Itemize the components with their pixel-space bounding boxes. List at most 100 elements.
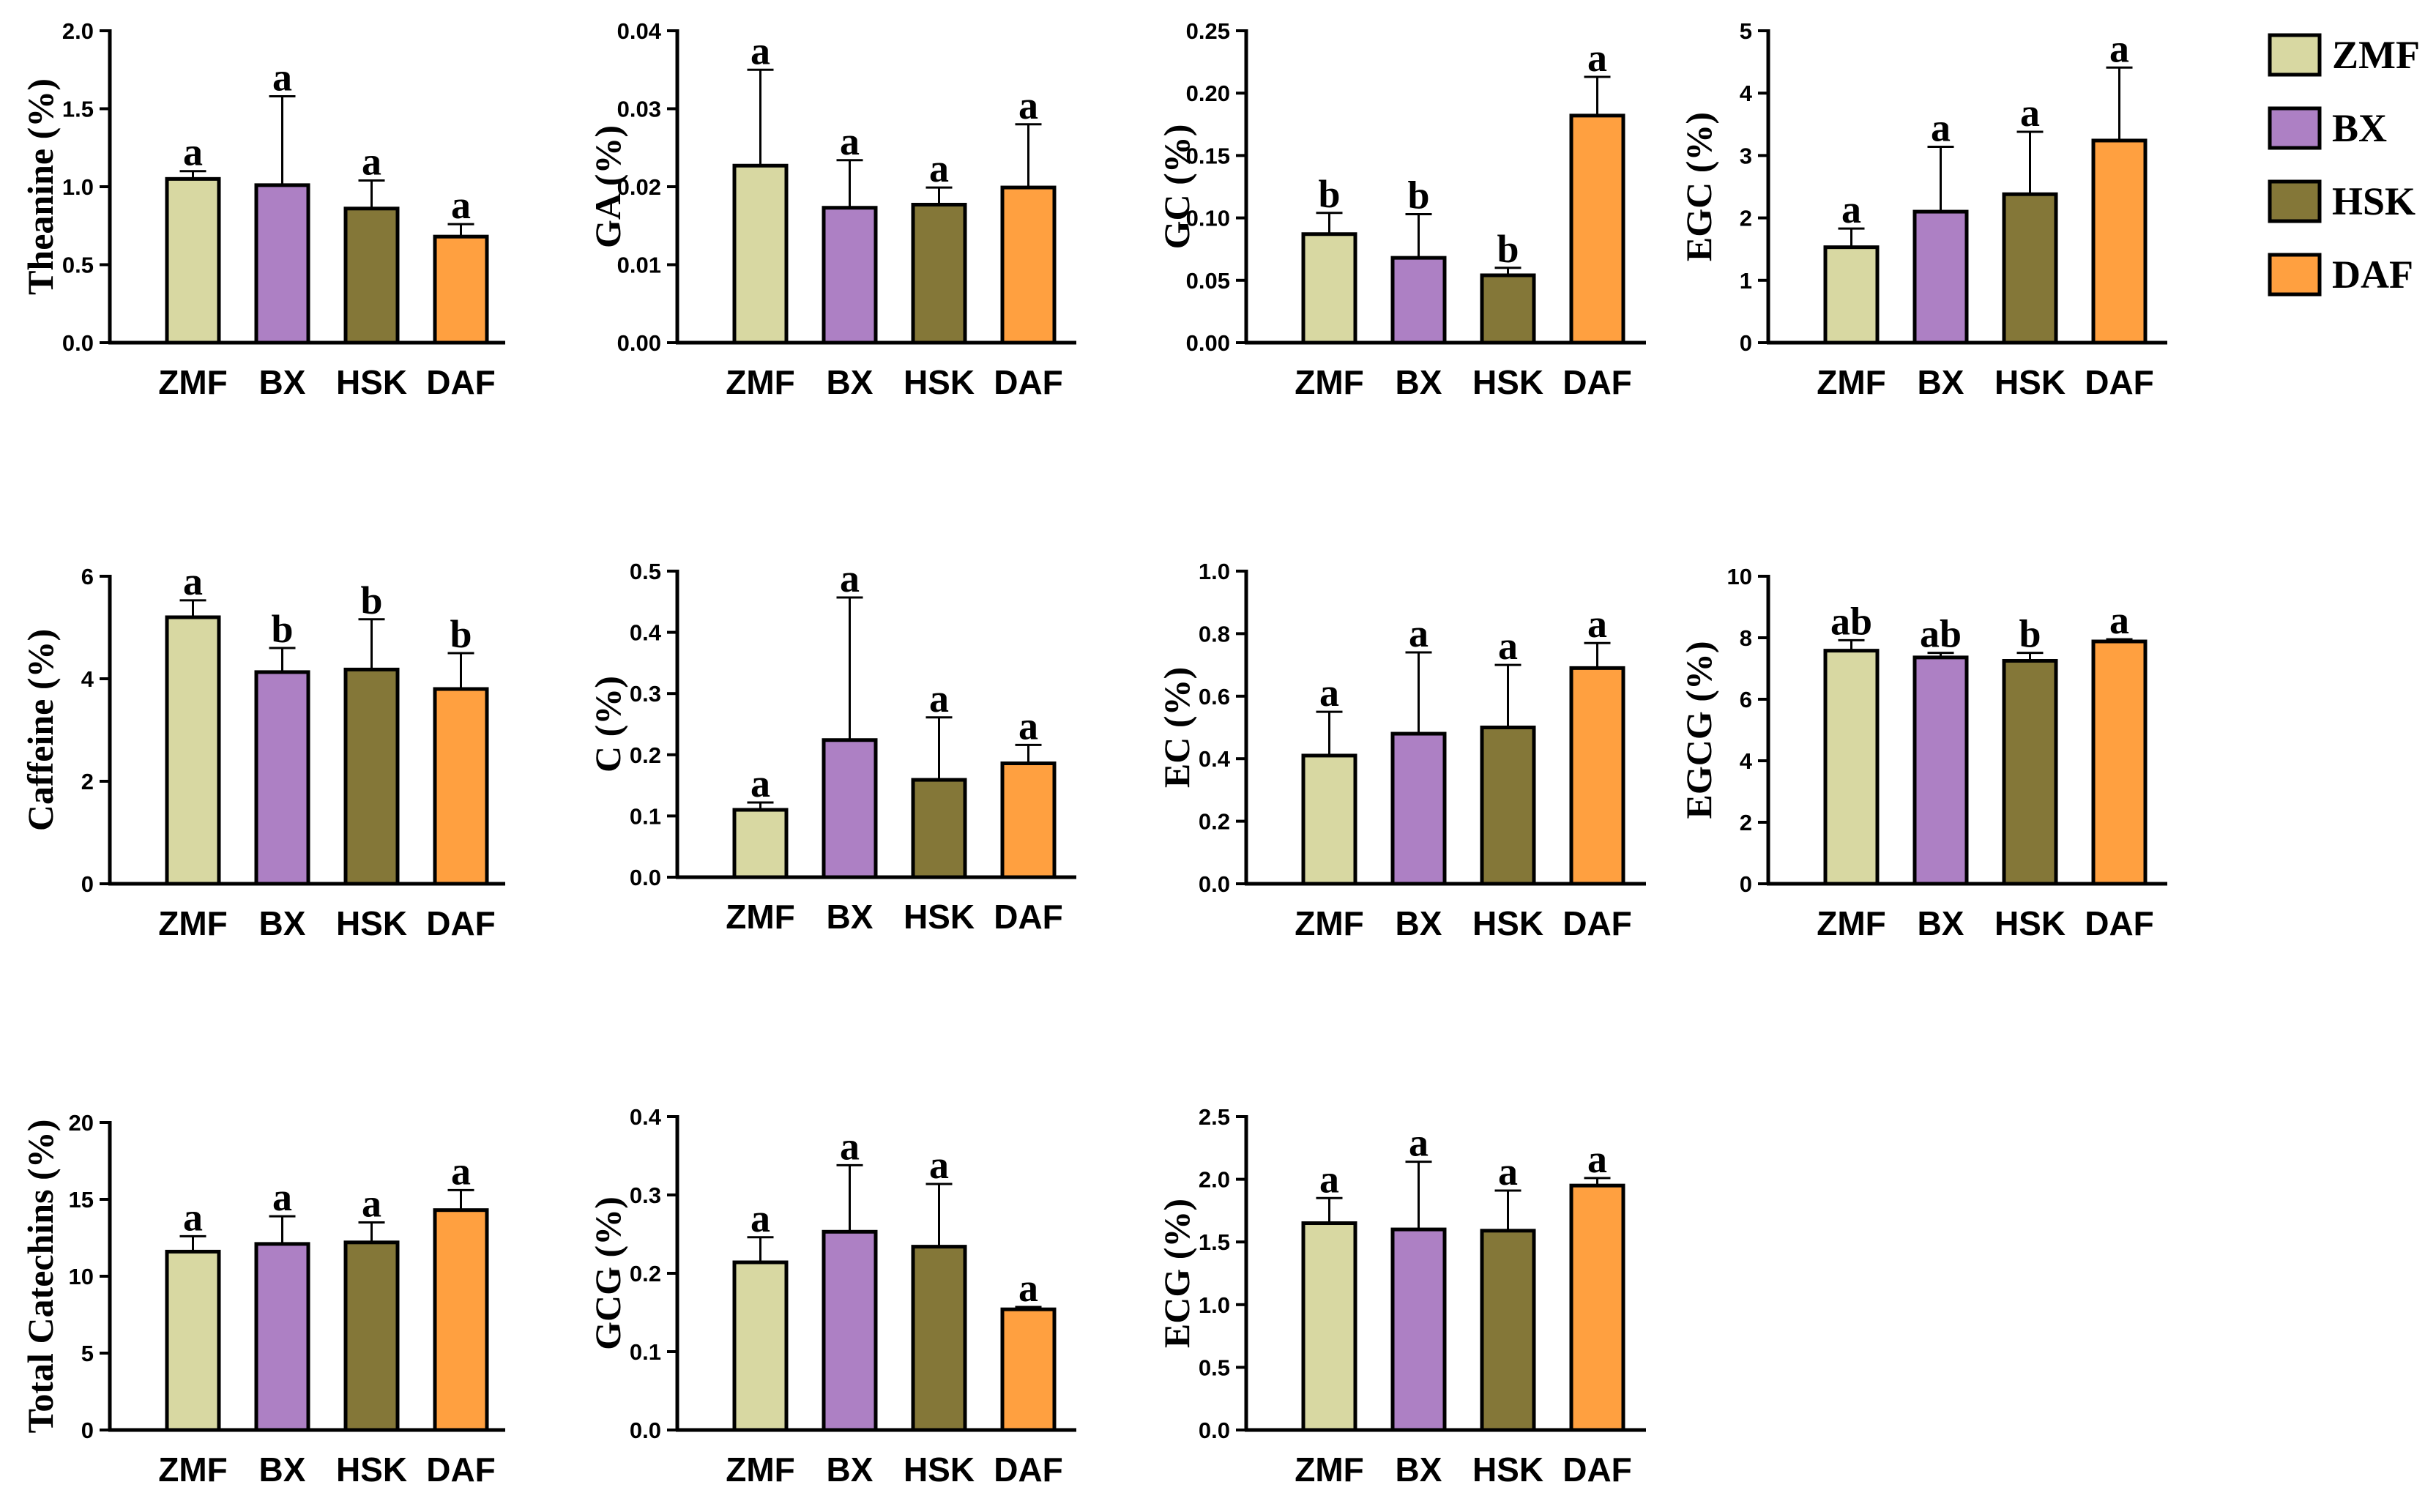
bar-zmf: [1301, 232, 1357, 345]
bar-zmf: [165, 615, 221, 886]
x-category-label: DAF: [994, 898, 1063, 936]
x-category-label: HSK: [904, 1450, 975, 1489]
bar-daf: [433, 687, 489, 886]
y-tick-label: 6: [81, 564, 94, 589]
legend-swatch-zmf: [2268, 33, 2322, 77]
bar-hsk: [2002, 192, 2058, 345]
y-tick-label: 4: [81, 666, 94, 692]
y-tick-label: 2: [1740, 206, 1752, 231]
x-category-label: HSK: [1472, 363, 1543, 401]
chart-panel-theanine: a a a a 0.0 0.5 1.0 1.5 2.0 ZMF BX HSK DAF Theanine (…: [20, 18, 505, 401]
chart-panel-gc: b b b a 0.00 0.05 0.10 0.15 0.20 0.25 ZMF BX HSK DAF G…: [1156, 18, 1646, 401]
y-tick-label: 0.2: [630, 742, 661, 768]
y-axis-title: Total Catechins (%): [20, 1120, 61, 1434]
y-tick-label: 0.10: [1186, 206, 1230, 231]
y-tick-label: 0.04: [617, 18, 662, 44]
x-category-label: HSK: [1472, 904, 1543, 942]
y-tick-label: 0.05: [1186, 268, 1230, 294]
y-axis-title: GA (%): [587, 125, 628, 248]
significance-letter: a: [1498, 1150, 1518, 1193]
y-tick-label: 0.5: [1199, 1355, 1230, 1380]
legend-swatch-hsk: [2268, 179, 2322, 223]
x-category-label: HSK: [904, 898, 975, 936]
x-category-label: ZMF: [1817, 904, 1886, 942]
x-category-label: BX: [259, 904, 306, 942]
x-category-label: BX: [259, 363, 306, 401]
bar-hsk: [911, 778, 967, 879]
y-tick-label: 4: [1740, 81, 1753, 106]
y-tick-label: 8: [1740, 625, 1752, 651]
chart-panel-egcg: ab ab b a 0 2 4 6 8 10 ZMF BX HSK DAF EGCG (%): [1678, 564, 2167, 942]
x-category-label: HSK: [1994, 363, 2066, 401]
bar-hsk: [343, 206, 400, 345]
bar-bx: [1390, 1227, 1447, 1432]
bar-hsk: [2002, 659, 2058, 886]
x-category-label: BX: [1396, 904, 1442, 942]
significance-letter: a: [1018, 704, 1038, 748]
significance-letter: a: [272, 55, 292, 99]
significance-letter: a: [840, 1124, 860, 1168]
y-axis-title: GC (%): [1156, 124, 1197, 250]
significance-letter: a: [272, 1175, 292, 1219]
bar-bx: [254, 670, 310, 886]
significance-letter: a: [1018, 1266, 1038, 1310]
bar-zmf: [165, 1249, 221, 1432]
x-category-label: BX: [827, 898, 874, 936]
bar-bx: [1912, 209, 1969, 345]
bar-daf: [433, 1208, 489, 1432]
y-tick-label: 2.5: [1199, 1104, 1230, 1130]
bar-zmf: [1823, 245, 1880, 345]
significance-letter: a: [929, 1143, 949, 1187]
x-category-label: BX: [827, 363, 874, 401]
bar-bx: [1912, 655, 1969, 886]
x-category-label: ZMF: [726, 1450, 795, 1489]
legend-label: HSK: [2332, 179, 2415, 223]
significance-letter: a: [929, 146, 949, 190]
y-axis-title: C (%): [587, 676, 628, 772]
bar-hsk: [1480, 1229, 1536, 1432]
y-tick-label: 0.25: [1186, 18, 1230, 44]
bar-zmf: [1301, 753, 1357, 886]
bar-bx: [254, 1242, 310, 1432]
x-category-label: ZMF: [726, 363, 795, 401]
significance-letter: a: [1587, 1137, 1607, 1181]
y-axis-title: Caffeine (%): [20, 629, 61, 831]
y-tick-label: 0.2: [1199, 809, 1230, 835]
significance-letter: b: [1318, 172, 1340, 216]
y-tick-label: 0.0: [630, 865, 661, 890]
bar-hsk: [1480, 726, 1536, 886]
bar-hsk: [343, 1240, 400, 1432]
y-tick-label: 0.00: [617, 330, 661, 356]
y-tick-label: 0.4: [630, 1104, 662, 1130]
y-tick-label: 0.4: [630, 620, 662, 646]
y-axis-title: EGCG (%): [1678, 641, 1719, 819]
y-tick-label: 0.15: [1186, 143, 1230, 168]
bar-daf: [1569, 666, 1625, 886]
y-axis-title: GCG (%): [587, 1196, 628, 1350]
y-tick-label: 0.8: [1199, 621, 1230, 647]
significance-letter: a: [1498, 624, 1518, 668]
chart-panel-ga: a a a a 0.00 0.01 0.02 0.03 0.04 ZMF BX HSK DAF GA (%…: [587, 18, 1076, 401]
significance-letter: a: [750, 1196, 770, 1240]
significance-letter: a: [451, 1149, 471, 1193]
chart-panel-egc: a a a a 0 1 2 3 4 5 ZMF BX HSK DAF EGC (%): [1678, 18, 2167, 401]
x-category-label: ZMF: [158, 904, 228, 942]
y-tick-label: 0.1: [630, 1339, 661, 1365]
x-category-label: BX: [1918, 363, 1964, 401]
x-category-label: DAF: [426, 904, 496, 942]
y-tick-label: 20: [69, 1110, 94, 1136]
significance-letter: a: [1018, 83, 1038, 127]
y-tick-label: 1.0: [62, 174, 94, 200]
significance-letter: b: [1407, 173, 1429, 217]
legend-label: ZMF: [2332, 33, 2420, 77]
y-tick-label: 3: [1740, 143, 1752, 168]
significance-letter: a: [2109, 26, 2129, 70]
significance-letter: a: [2020, 91, 2040, 135]
significance-letter: ab: [1920, 612, 1962, 656]
x-category-label: ZMF: [1295, 1450, 1364, 1489]
x-category-label: BX: [1396, 363, 1442, 401]
bar-bx: [822, 1229, 878, 1432]
y-tick-label: 4: [1740, 748, 1753, 774]
bar-daf: [1000, 761, 1057, 879]
